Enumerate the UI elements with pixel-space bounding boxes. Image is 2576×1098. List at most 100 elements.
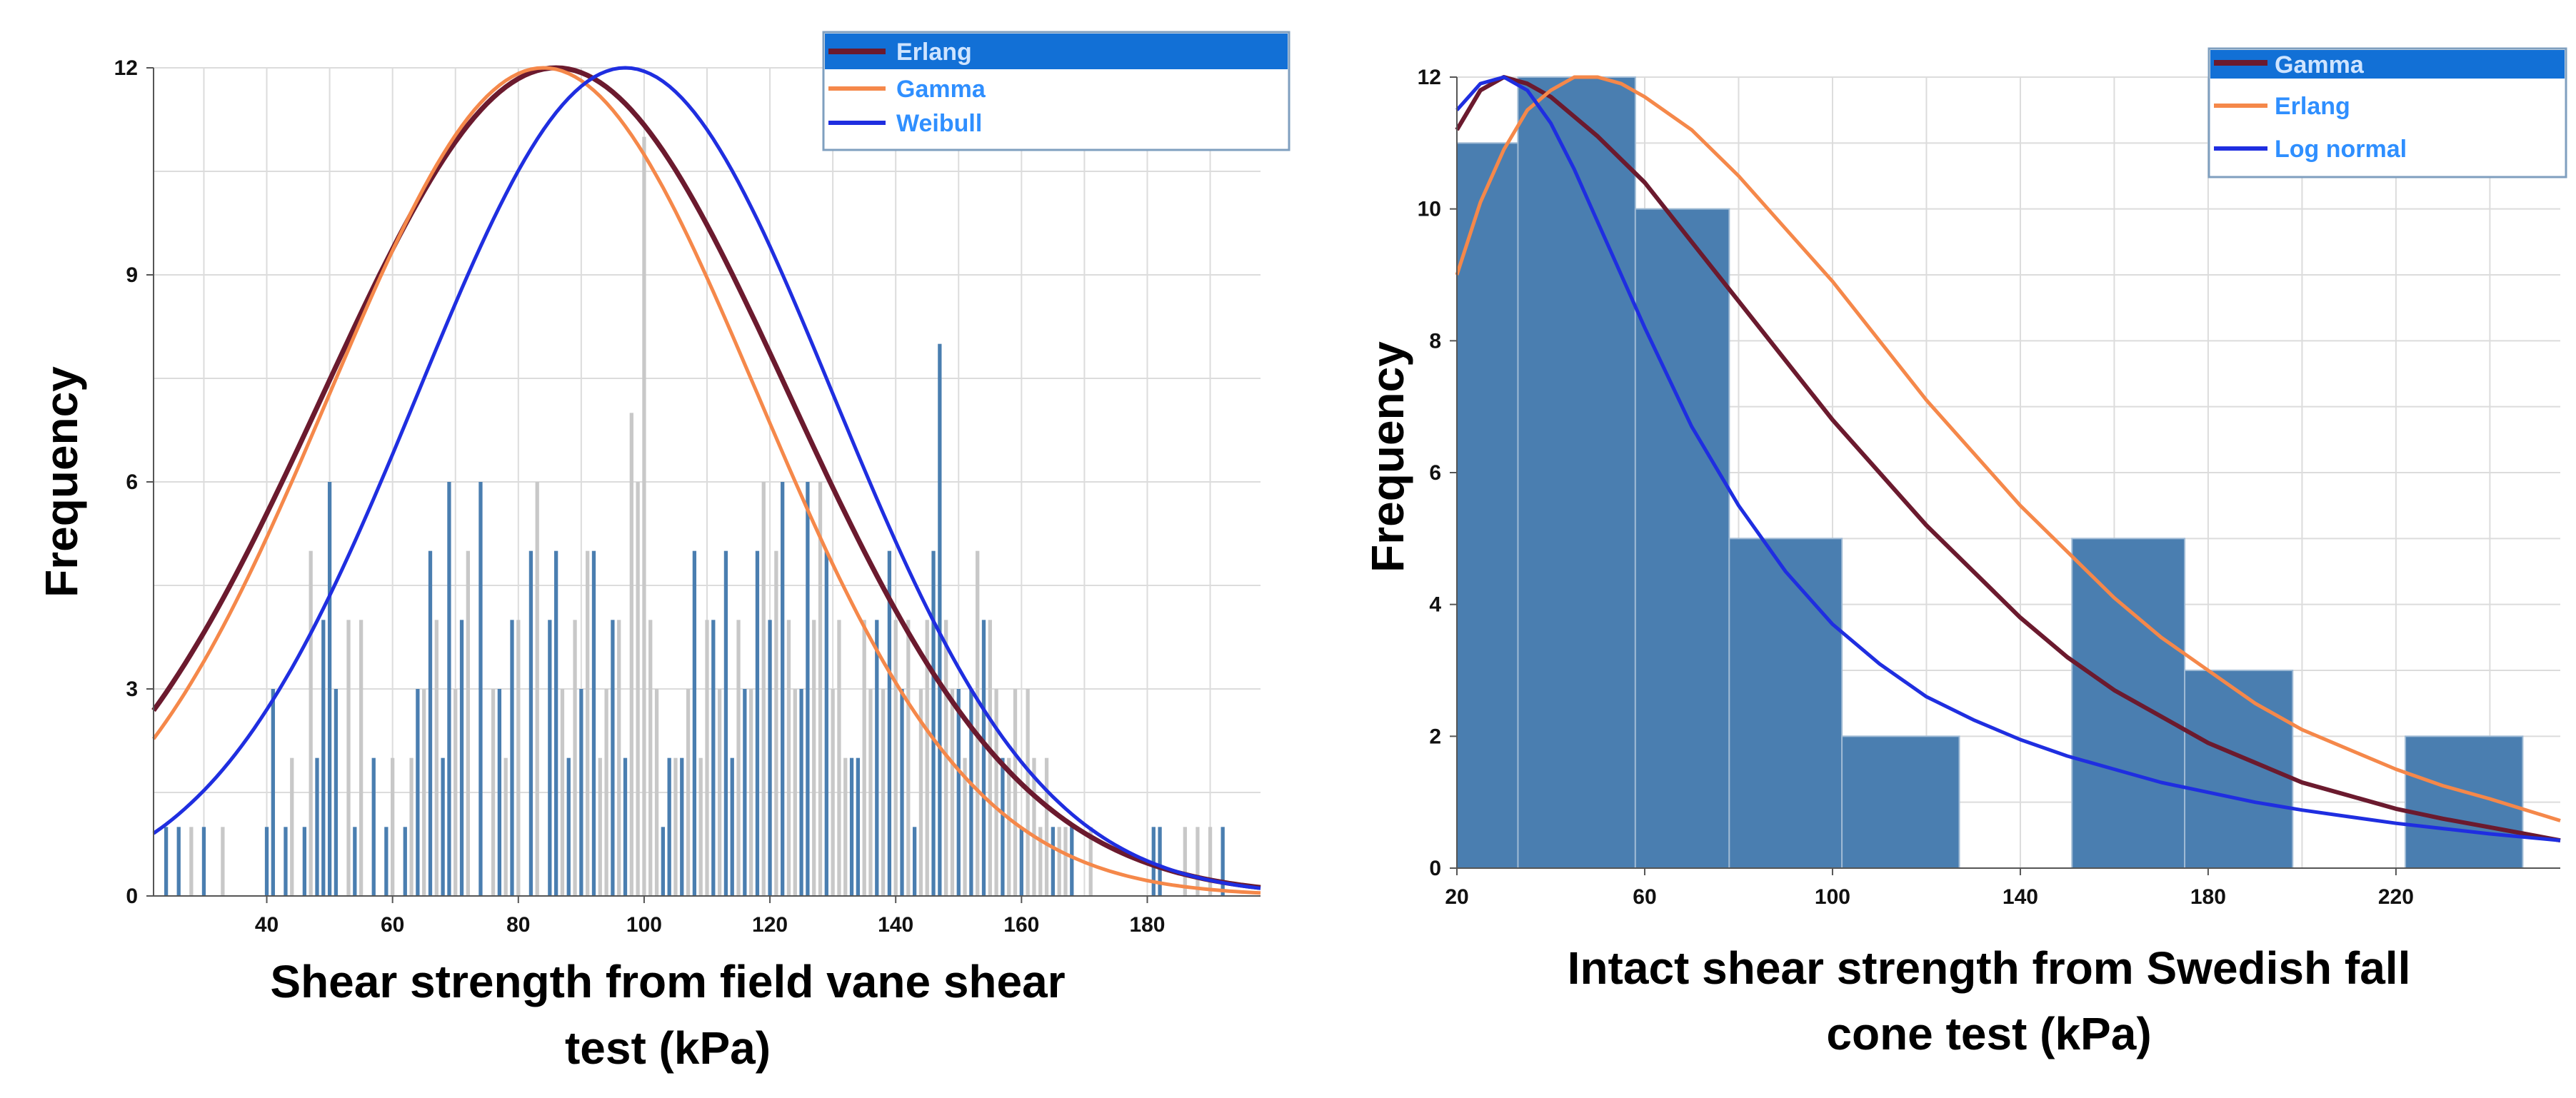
l-x-tick-label: 60: [381, 913, 404, 937]
left-bar-blue: [302, 827, 307, 896]
left-bar-gray: [1208, 827, 1213, 896]
r-x-tick-label: 180: [2190, 885, 2226, 909]
r-x-tick-label: 100: [1815, 885, 1850, 909]
right-hist-bar: [2184, 670, 2294, 869]
left-bar-gray: [717, 689, 722, 896]
left-curve-gamma: [151, 66, 1261, 895]
left-bar-gray: [774, 550, 778, 896]
right-curves: [1455, 75, 2561, 843]
left-bar-gray: [1088, 827, 1093, 896]
l-x-tick-label: 160: [1003, 913, 1039, 937]
left-bar-gray: [503, 757, 508, 896]
left-bar-gray: [761, 482, 766, 896]
left-y-ticks: 0 3 6 9 12: [114, 56, 154, 908]
r-y-tick-label: 8: [1429, 329, 1441, 353]
left-bar-blue: [566, 757, 571, 896]
left-x-ticks: 40 60 80 100 120 140 160 180: [255, 896, 1166, 937]
left-bar-gray: [598, 757, 602, 896]
left-bar-gray: [516, 620, 521, 896]
left-bar-gray: [586, 550, 590, 896]
left-bar-blue: [510, 620, 514, 896]
right-x-axis-label-line1: Intact shear strength from Swedish fall: [1568, 942, 2411, 994]
left-bar-blue: [1070, 827, 1074, 896]
left-bar-gray: [705, 620, 709, 896]
left-bar-gray: [862, 620, 866, 896]
left-bar-blue: [887, 550, 892, 896]
left-bar-gray: [409, 757, 414, 896]
r-y-tick-label: 12: [1418, 66, 1441, 89]
left-bar-blue: [353, 827, 357, 896]
r-y-tick-label: 6: [1429, 461, 1441, 485]
left-bar-blue: [1151, 827, 1156, 896]
left-bar-blue: [579, 689, 583, 896]
left-bar-gray: [837, 620, 841, 896]
r-y-tick-label: 2: [1429, 725, 1441, 748]
left-bar-blue: [428, 550, 433, 896]
left-bar-gray: [843, 757, 848, 896]
left-legend: Erlang Gamma Weibull: [822, 31, 1290, 151]
l-x-tick-label: 80: [506, 913, 530, 937]
left-bar-gray: [994, 689, 998, 896]
left-bar-gray: [642, 136, 646, 897]
left-bar-gray: [831, 689, 835, 896]
r-x-tick-label: 20: [1445, 885, 1468, 909]
left-bar-blue: [755, 550, 760, 896]
l-x-tick-label: 140: [878, 913, 913, 937]
right-x-ticks: 20 60 100 140 180 220: [1445, 868, 2414, 909]
left-bar-blue: [768, 620, 772, 896]
left-bar-gray: [189, 827, 194, 896]
left-bar-gray: [673, 757, 678, 896]
left-bar-gray: [976, 550, 980, 896]
right-legend-label-erlang: Erlang: [2275, 93, 2350, 120]
left-bar-gray: [818, 482, 823, 896]
left-legend-label-gamma: Gamma: [896, 76, 986, 103]
left-bar-blue: [553, 550, 558, 896]
left-bar-gray: [466, 550, 470, 896]
left-bar-blue: [849, 757, 854, 896]
l-y-tick-label: 6: [126, 470, 138, 494]
left-bar-blue: [730, 757, 734, 896]
right-hist-bar: [1634, 208, 1730, 869]
left-bar-gray: [1038, 827, 1043, 896]
left-bar-gray: [925, 620, 929, 896]
l-x-tick-label: 40: [255, 913, 279, 937]
left-bar-gray: [988, 620, 992, 896]
left-bar-blue: [981, 620, 986, 896]
left-bar-blue: [1001, 757, 1005, 896]
left-bar-gray: [391, 757, 395, 896]
left-bar-gray: [629, 413, 633, 896]
left-bar-blue: [611, 620, 615, 896]
left-bar-gray: [604, 689, 608, 896]
l-y-tick-label: 3: [126, 678, 138, 701]
l-x-tick-label: 100: [626, 913, 662, 937]
left-bar-blue: [969, 689, 973, 896]
left-bar-gray: [812, 620, 816, 896]
left-bar-blue: [912, 827, 917, 896]
left-bar-blue: [931, 550, 936, 896]
left-bar-blue: [371, 757, 376, 896]
left-bar-blue: [497, 689, 502, 896]
left-bar-blue: [806, 482, 810, 896]
left-bar-blue: [900, 689, 904, 896]
left-bar-gray: [359, 620, 364, 896]
left-bar-gray: [648, 620, 653, 896]
left-legend-label-erlang: Erlang: [896, 39, 972, 66]
left-bar-blue: [743, 689, 747, 896]
left-bar-blue: [403, 827, 407, 896]
left-bar-blue: [478, 482, 483, 896]
left-bars: [164, 136, 1225, 897]
left-x-axis-label-line2: test (kPa): [565, 1022, 771, 1074]
left-bar-gray: [1032, 757, 1036, 896]
left-bar-blue: [441, 757, 445, 896]
left-bar-blue: [667, 757, 671, 896]
l-y-tick-label: 9: [126, 263, 138, 287]
left-bar-blue: [164, 827, 169, 896]
right-y-axis-label: Frequency: [1362, 341, 1413, 573]
right-x-axis-label-line2: cone test (kPa): [1826, 1008, 2151, 1059]
left-chart: 0 3 6 9 12 40 60 80 100 120 140 160 180 Frequency S…: [36, 31, 1290, 1074]
left-bar-blue: [264, 827, 269, 896]
r-y-tick-label: 10: [1418, 198, 1441, 221]
left-bar-gray: [346, 620, 351, 896]
left-bar-gray: [573, 620, 577, 896]
